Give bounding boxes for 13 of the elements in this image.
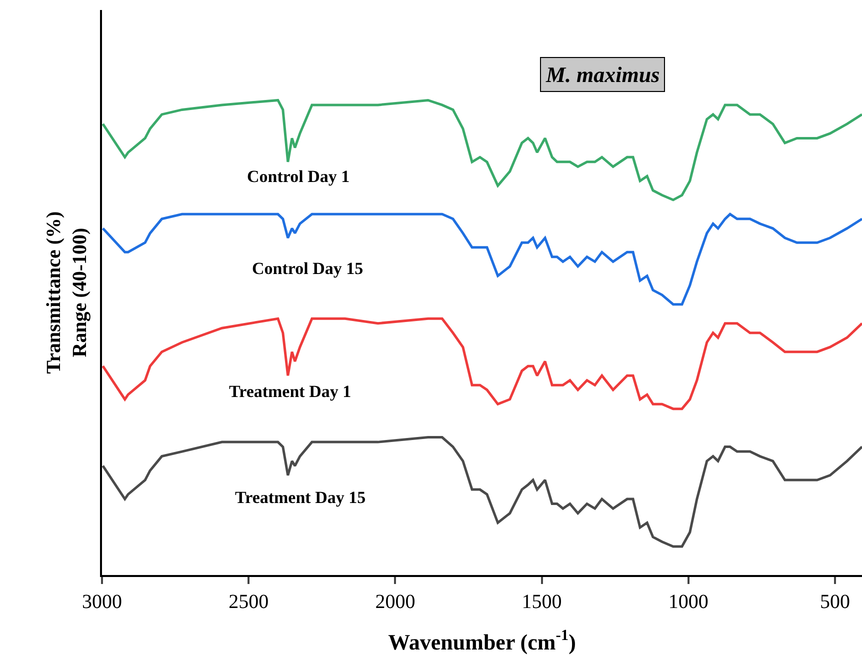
x-tick-label: 1500 <box>522 591 562 613</box>
x-axis-title: Wavenumber (cm$^{-1}$) <box>388 627 576 654</box>
x-tick-label: 2000 <box>375 591 416 613</box>
x-tick-label: 2500 <box>228 591 269 613</box>
text: Control Day 15 <box>252 259 364 278</box>
series-label: Control Day 1 <box>247 167 350 186</box>
x-tick-label: 1000 <box>668 591 708 613</box>
x-tick-label: 500 <box>820 591 850 613</box>
x-tick-label: 3000 <box>82 591 122 613</box>
chart-title: M. maximus <box>545 62 660 87</box>
series-label: Treatment Day 1 <box>229 382 352 401</box>
y-axis-title: Transmittance (%) Range (40-100) <box>43 211 91 374</box>
series-label: Treatment Day 15 <box>235 488 366 507</box>
